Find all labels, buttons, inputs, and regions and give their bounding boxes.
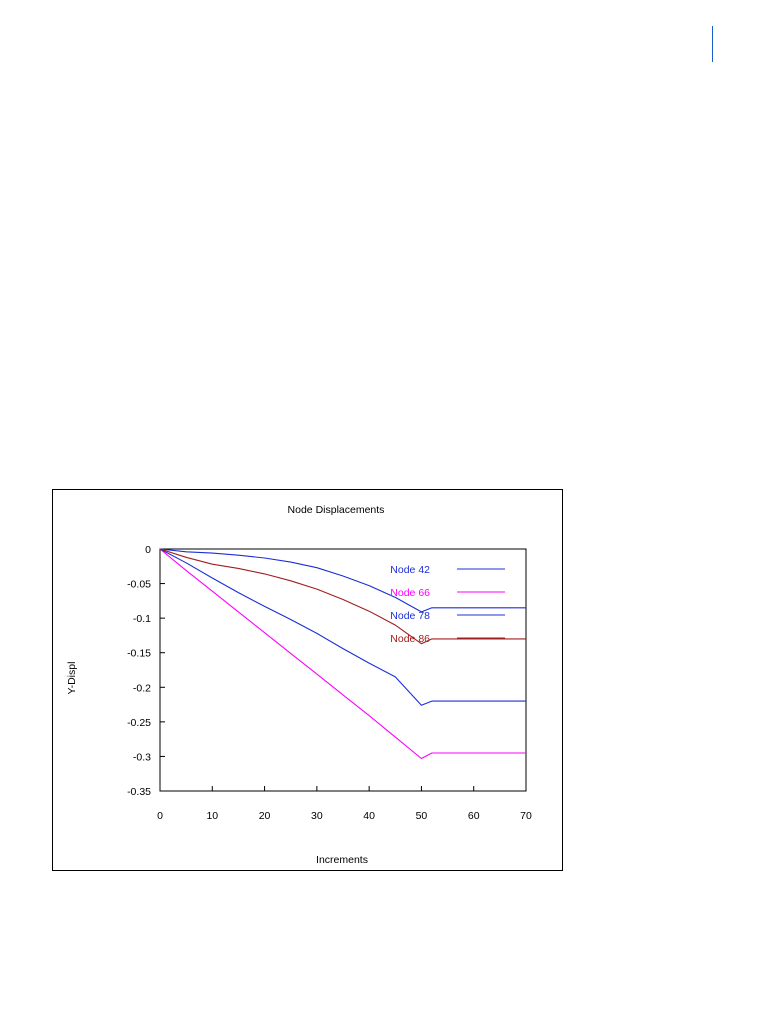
x-tick-label: 60 bbox=[468, 810, 480, 822]
x-tick-label: 50 bbox=[416, 810, 428, 822]
x-tick-label: 20 bbox=[259, 810, 271, 822]
y-tick-label: -0.1 bbox=[133, 613, 151, 625]
series-line-node-78 bbox=[159, 548, 526, 706]
x-axis-label: Increments bbox=[316, 854, 368, 866]
x-tick-label: 40 bbox=[363, 810, 375, 822]
x-tick-label: 10 bbox=[206, 810, 218, 822]
y-tick-label: -0.3 bbox=[133, 751, 151, 763]
series-line-node-42 bbox=[159, 548, 526, 613]
y-tick-label: -0.15 bbox=[127, 648, 151, 660]
y-axis-ticks: 0 -0.05 -0.1 -0.15 -0.2 -0.25 -0.3 -0.35 bbox=[127, 544, 165, 798]
page-marker-line bbox=[712, 26, 713, 62]
node-displacements-chart: Node Displacements 0 -0.05 -0.1 -0.15 -0.2 -0… bbox=[66, 504, 532, 866]
legend-label: Node 66 bbox=[390, 587, 430, 599]
legend: Node 42 Node 66 Node 78 Node 86 bbox=[390, 564, 505, 645]
x-tick-label: 30 bbox=[311, 810, 323, 822]
y-axis-label: Y-Displ bbox=[66, 662, 78, 695]
series-lines bbox=[159, 548, 526, 760]
chart-title: Node Displacements bbox=[288, 504, 385, 516]
y-tick-label: -0.25 bbox=[127, 717, 151, 729]
plot-area bbox=[159, 548, 527, 792]
y-tick-label: -0.35 bbox=[127, 786, 151, 798]
y-tick-label: -0.2 bbox=[133, 682, 151, 694]
legend-label: Node 42 bbox=[390, 564, 430, 576]
series-line-node-66 bbox=[159, 548, 526, 760]
chart-frame: Node Displacements 0 -0.05 -0.1 -0.15 -0.2 -0… bbox=[52, 489, 563, 871]
x-tick-label: 70 bbox=[520, 810, 532, 822]
legend-label: Node 78 bbox=[390, 610, 430, 622]
series-line-node-86 bbox=[159, 548, 526, 645]
legend-label: Node 86 bbox=[390, 633, 430, 645]
y-tick-label: -0.05 bbox=[127, 579, 151, 591]
x-axis-ticks: 0 10 20 30 40 50 60 70 bbox=[157, 786, 532, 822]
y-tick-label: 0 bbox=[145, 544, 151, 556]
x-tick-label: 0 bbox=[157, 810, 163, 822]
